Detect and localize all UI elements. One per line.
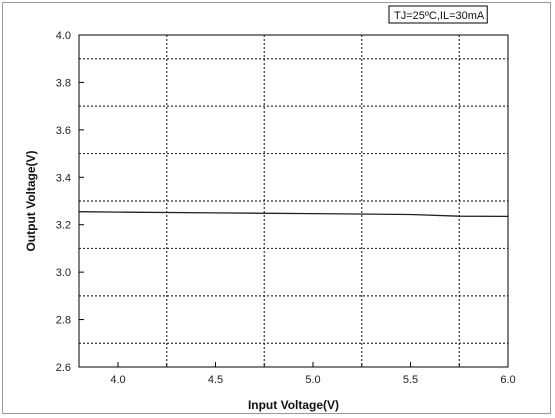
tick-layer: 4.0 4.5 5.0 5.5 6.0 2.6 2.8 3.0 3.2 3.4 3.6 3.8 4.0 [56,30,516,386]
y-tick-label: 3.2 [56,220,71,232]
y-tick-label: 2.8 [56,315,71,327]
x-tick-label: 4.0 [110,374,125,386]
annotation-text: TJ=25ºC,IL=30mA [394,10,485,22]
y-tick-label: 3.6 [56,125,71,137]
x-tick-label: 4.5 [208,374,223,386]
grid-layer [79,35,508,367]
x-tick-label: 5.5 [403,374,418,386]
x-axis-title: Input Voltage(V) [248,398,339,412]
y-tick-label: 3.8 [56,77,71,89]
plot-area-border [78,34,509,368]
y-tick-label: 3.0 [56,267,71,279]
series-line [78,211,509,218]
y-axis-title: Output Voltage(V) [24,150,38,251]
y-tick-label: 2.6 [56,362,71,374]
x-tick-label: 5.0 [305,374,320,386]
x-tick-label: 6.0 [500,374,515,386]
annotation-box: TJ=25ºC,IL=30mA [388,5,488,24]
y-tick-label: 3.4 [56,172,71,184]
series-layer [78,211,509,218]
y-tick-label: 4.0 [56,30,71,42]
